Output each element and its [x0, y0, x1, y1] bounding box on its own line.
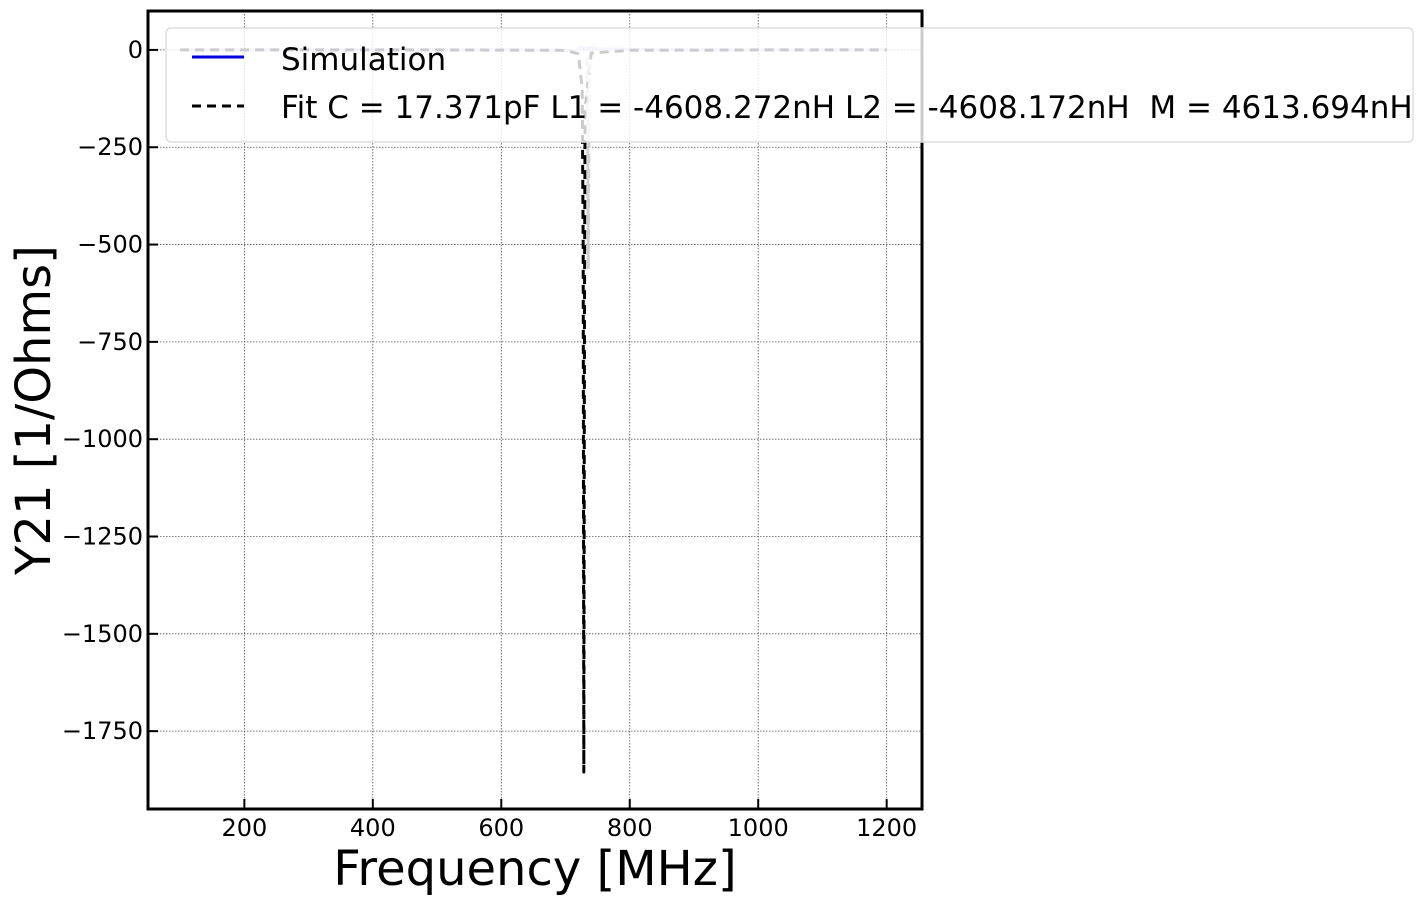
legend: Simulation Fit C = 17.371pF L1 = -4608.2… [165, 27, 1414, 143]
legend-label-fit: Fit C = 17.371pF L1 = -4608.272nH L2 = -… [281, 90, 1413, 126]
x-tick-label: 600 [478, 814, 524, 842]
y-tick-label: −500 [77, 231, 143, 259]
ticks: 200 400 600 800 1000 1200 0 −250 −500 −750 −1000 −1… [62, 36, 917, 842]
plot-frame [146, 9, 924, 811]
x-tick-label: 400 [350, 814, 396, 842]
y-tick-label: −1750 [62, 717, 143, 745]
x-axis-label: Frequency [MHz] [333, 841, 736, 897]
legend-box [165, 27, 1414, 143]
y-axis-label: Y21 [1/Ohms] [6, 245, 62, 576]
x-tick-label: 1200 [856, 814, 917, 842]
y-tick-label: 0 [128, 36, 143, 64]
x-tick-label: 1000 [728, 814, 789, 842]
grid [148, 11, 922, 809]
x-tick-label: 800 [607, 814, 653, 842]
y-tick-label: −250 [77, 133, 143, 161]
legend-label-simulation: Simulation [281, 42, 446, 78]
y-tick-label: −750 [77, 328, 143, 356]
y-tick-label: −1000 [62, 425, 143, 453]
x-tick-label: 200 [221, 814, 267, 842]
y-tick-label: −1500 [62, 620, 143, 648]
y-tick-label: −1250 [62, 523, 143, 551]
